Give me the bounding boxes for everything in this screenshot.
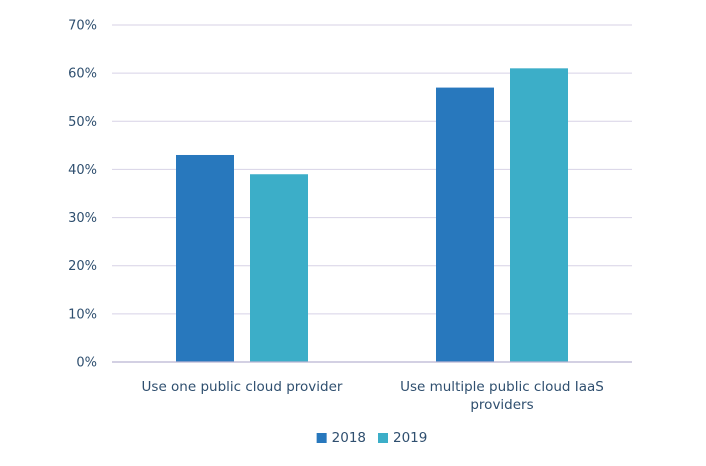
bar-2018 xyxy=(176,154,234,362)
y-tick-label: 0% xyxy=(76,356,97,371)
legend-swatch xyxy=(316,433,327,443)
y-axis-ticks: 0% 10% 20% 30% 40% 50% 60% 70% xyxy=(68,19,97,371)
legend-item: 2018 xyxy=(316,430,366,446)
legend: 2018 2019 xyxy=(316,430,427,446)
legend-swatch xyxy=(378,433,388,443)
bars xyxy=(176,68,568,362)
bar-2018 xyxy=(436,87,494,362)
bar-2019 xyxy=(250,174,308,362)
legend-label: 2019 xyxy=(393,430,427,446)
legend-item: 2019 xyxy=(378,430,427,446)
y-tick-label: 60% xyxy=(68,67,97,82)
bar-2019 xyxy=(510,68,568,362)
y-tick-label: 40% xyxy=(68,163,97,178)
y-tick-label: 30% xyxy=(68,211,97,226)
legend-label: 2018 xyxy=(332,430,366,446)
category-label: Use multiple public cloud IaaS providers xyxy=(400,379,604,413)
y-tick-label: 10% xyxy=(68,307,97,322)
y-tick-label: 20% xyxy=(68,259,97,274)
y-tick-label: 70% xyxy=(68,19,97,34)
category-labels: Use one public cloud provider Use multipl… xyxy=(142,379,604,413)
category-label: Use one public cloud provider xyxy=(142,379,343,395)
y-tick-label: 50% xyxy=(68,115,97,130)
